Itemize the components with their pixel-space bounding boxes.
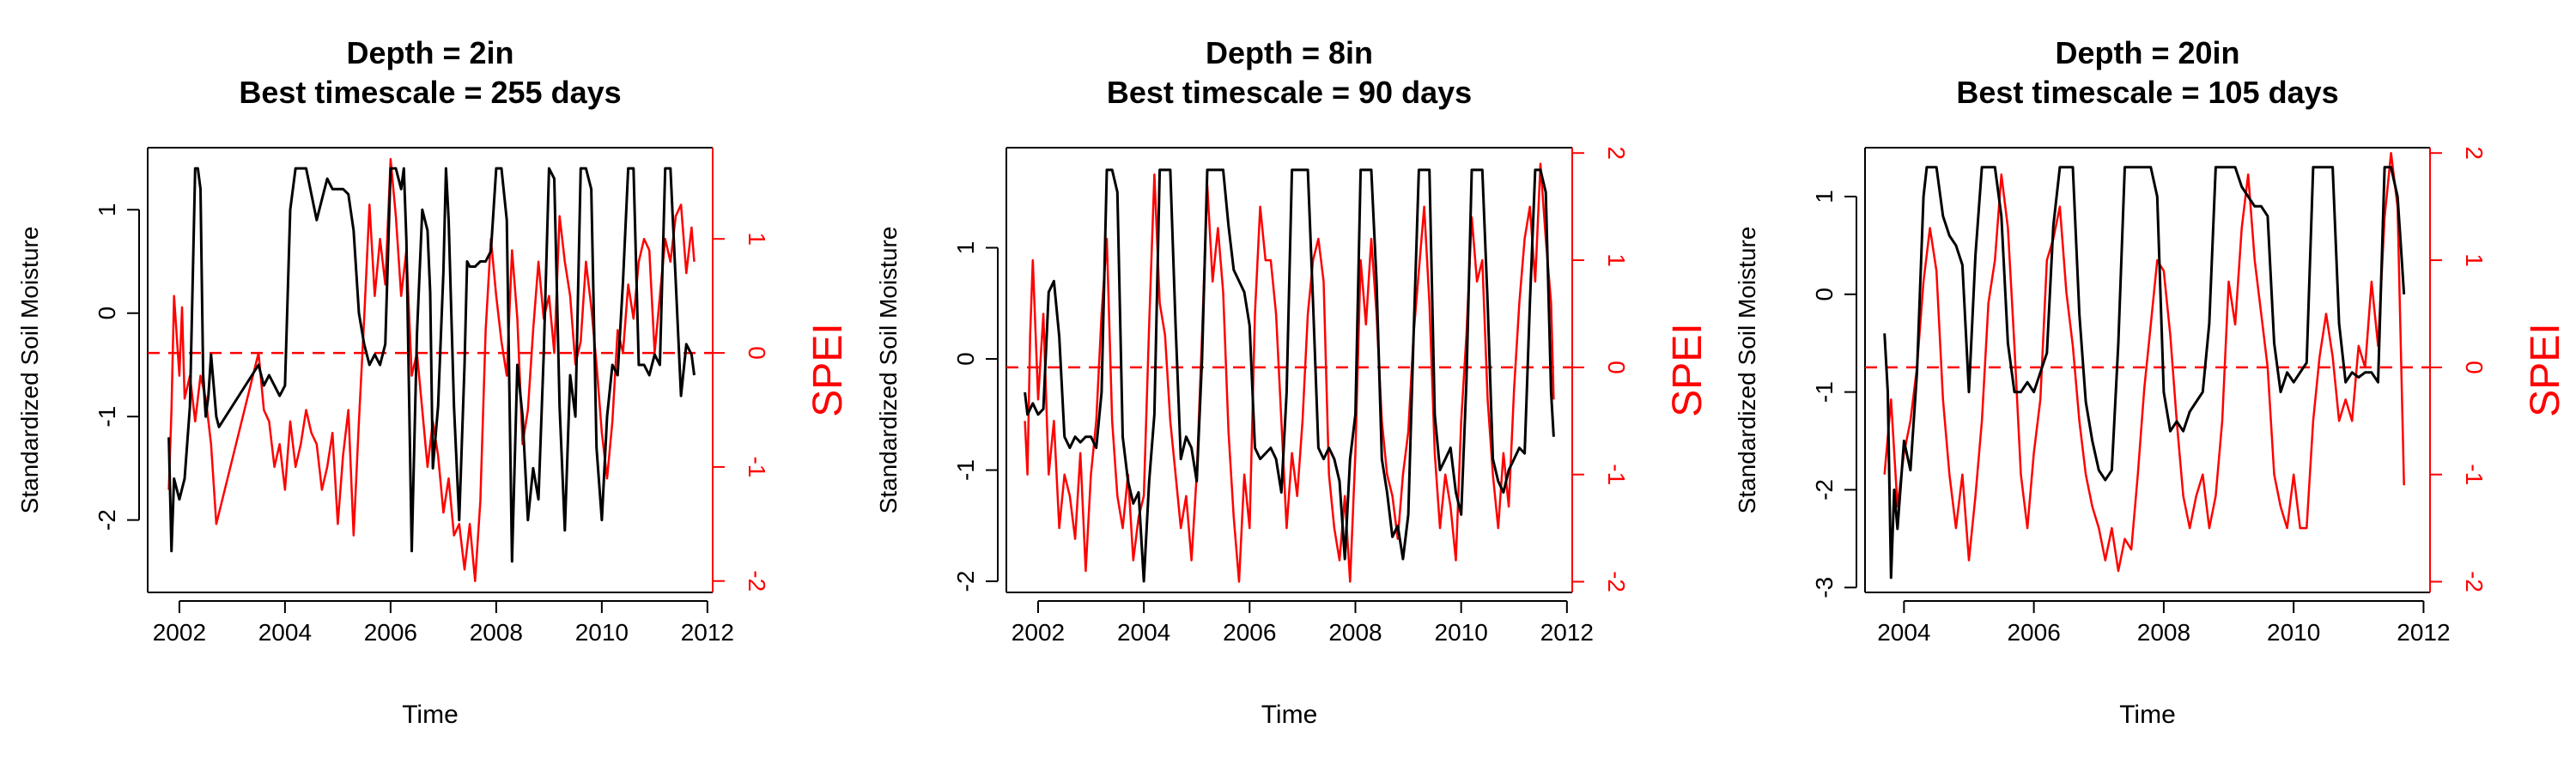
y2-tick-label: 2: [1603, 146, 1630, 160]
chart-subtitle: Best timescale = 255 days: [239, 75, 621, 110]
series-layer: [1006, 162, 1572, 583]
y-tick-label: 1: [94, 203, 120, 216]
y2-tick-label: 0: [744, 346, 770, 360]
spei-series-line: [1883, 151, 2405, 573]
chart-title: Depth = 2in: [346, 35, 513, 70]
x-tick-label: 2004: [1117, 619, 1170, 646]
y-tick-label: 0: [1811, 288, 1838, 301]
y-tick-label: 0: [94, 307, 120, 320]
y2-tick-label: 2: [2461, 146, 2488, 160]
x-tick-label: 2012: [2397, 619, 2450, 646]
y2-axis-label: SPEI: [1665, 323, 1710, 416]
y2-tick-label: -2: [744, 570, 770, 592]
y2-tick-label: -1: [2461, 464, 2488, 485]
chart-title: Depth = 8in: [1206, 35, 1373, 70]
y-axis-label: Standardized Soil Moisture: [16, 227, 43, 514]
y-tick-label: -2: [952, 571, 979, 592]
y2-axis-label: SPEI: [2523, 323, 2568, 416]
x-tick-label: 2012: [681, 619, 734, 646]
y2-tick-label: -2: [2461, 571, 2488, 592]
series-layer: [148, 158, 713, 582]
y-tick-label: 1: [952, 241, 979, 255]
y2-axis-label: SPEI: [805, 323, 851, 416]
y-axis-label: Standardized Soil Moisture: [875, 227, 902, 514]
y-tick-label: -3: [1811, 577, 1838, 598]
y-tick-label: -1: [94, 406, 120, 428]
chart-panel-1: Depth = 2in Best timescale = 255 days 2002…: [16, 35, 851, 729]
chart-panel-2: Depth = 8in Best timescale = 90 days 2002 2…: [875, 35, 1710, 729]
soil-moisture-series-line: [1024, 168, 1555, 583]
x-axis-label: Time: [1261, 701, 1318, 729]
y-tick-label: 1: [1811, 190, 1838, 203]
chart-title: Depth = 20in: [2055, 35, 2239, 70]
x-tick-label: 2006: [364, 619, 417, 646]
y2-tick-label: -2: [1603, 571, 1630, 592]
x-tick-label: 2010: [575, 619, 629, 646]
y2-tick-label: 1: [744, 232, 770, 246]
y-tick-label: -2: [1811, 479, 1838, 501]
y-tick-label: -2: [94, 509, 120, 531]
x-tick-label: 2002: [1012, 619, 1065, 646]
chart-subtitle: Best timescale = 105 days: [1956, 75, 2338, 110]
series-layer: [1865, 151, 2430, 580]
soil-moisture-series-line: [1883, 166, 2406, 580]
x-tick-label: 2004: [1877, 619, 1930, 646]
x-tick-label: 2008: [1328, 619, 1382, 646]
x-axis-label: Time: [402, 701, 459, 729]
y-axis-label: Standardized Soil Moisture: [1734, 227, 1760, 514]
y-tick-label: 0: [952, 352, 979, 366]
y2-tick-label: -1: [1603, 464, 1630, 485]
spei-series-line: [167, 158, 696, 582]
chart-subtitle: Best timescale = 90 days: [1107, 75, 1472, 110]
x-tick-label: 2006: [1223, 619, 1276, 646]
y-tick-label: -1: [1811, 381, 1838, 403]
y-tick-label: -1: [952, 459, 979, 481]
y2-tick-label: 0: [2461, 361, 2488, 374]
x-tick-label: 2010: [2267, 619, 2320, 646]
x-tick-label: 2010: [1435, 619, 1488, 646]
x-tick-label: 2008: [2137, 619, 2190, 646]
y2-tick-label: 1: [1603, 253, 1630, 267]
y2-tick-label: -1: [744, 456, 770, 477]
x-tick-label: 2012: [1540, 619, 1594, 646]
y2-tick-label: 0: [1603, 361, 1630, 374]
x-tick-label: 2004: [258, 619, 312, 646]
x-tick-label: 2006: [2007, 619, 2060, 646]
y2-tick-label: 1: [2461, 253, 2488, 267]
x-tick-label: 2002: [153, 619, 206, 646]
x-axis-label: Time: [2119, 701, 2176, 729]
x-tick-label: 2008: [470, 619, 523, 646]
soil-moisture-series-line: [167, 167, 696, 563]
